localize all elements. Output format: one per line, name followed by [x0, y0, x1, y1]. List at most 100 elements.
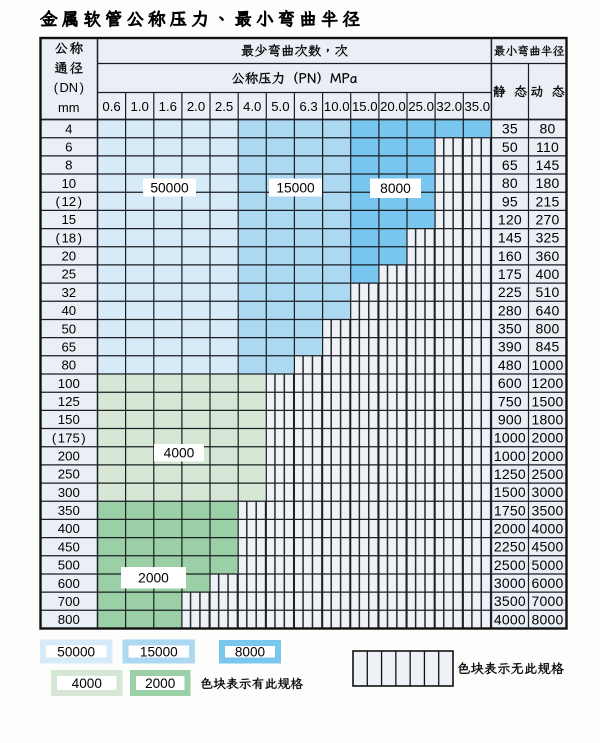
- svg-text:2500: 2500: [532, 466, 564, 482]
- svg-text:800: 800: [58, 612, 80, 627]
- svg-text:225: 225: [498, 284, 522, 300]
- svg-text:0.6: 0.6: [102, 99, 120, 114]
- svg-text:80: 80: [540, 121, 556, 137]
- svg-text:600: 600: [498, 375, 522, 391]
- svg-text:145: 145: [536, 157, 560, 173]
- svg-text:3000: 3000: [494, 575, 526, 591]
- svg-text:700: 700: [58, 594, 80, 609]
- svg-text:1200: 1200: [532, 375, 564, 391]
- svg-text:50: 50: [502, 139, 518, 155]
- svg-text:65: 65: [61, 339, 76, 354]
- svg-text:500: 500: [58, 558, 80, 573]
- svg-text:40: 40: [61, 303, 76, 318]
- svg-text:4000: 4000: [164, 446, 195, 461]
- svg-text:1500: 1500: [532, 393, 564, 409]
- svg-text:mm: mm: [58, 100, 79, 115]
- svg-text:80: 80: [61, 358, 76, 373]
- svg-text:(18): (18): [56, 230, 82, 245]
- svg-text:15.0: 15.0: [352, 99, 378, 114]
- svg-text:5.0: 5.0: [271, 99, 289, 114]
- svg-text:6: 6: [65, 140, 72, 155]
- svg-text:145: 145: [498, 230, 522, 246]
- svg-text:4000: 4000: [532, 521, 564, 537]
- svg-text:3500: 3500: [532, 502, 564, 518]
- svg-text:120: 120: [498, 212, 522, 228]
- svg-text:6.3: 6.3: [299, 99, 317, 114]
- svg-text:20: 20: [61, 249, 76, 264]
- svg-text:270: 270: [536, 212, 560, 228]
- svg-text:8000: 8000: [380, 181, 411, 196]
- svg-text:100: 100: [58, 376, 80, 391]
- svg-text:50000: 50000: [150, 180, 189, 195]
- svg-text:2.0: 2.0: [187, 99, 205, 114]
- svg-text:20.0: 20.0: [380, 99, 406, 114]
- svg-text:1.6: 1.6: [159, 99, 177, 114]
- svg-text:5000: 5000: [532, 557, 564, 573]
- svg-text:35: 35: [502, 121, 518, 137]
- svg-text:215: 215: [536, 193, 560, 209]
- svg-text:300: 300: [58, 485, 80, 500]
- svg-text:95: 95: [502, 193, 518, 209]
- svg-text:480: 480: [498, 357, 522, 373]
- svg-text:(12): (12): [56, 194, 82, 209]
- svg-text:15000: 15000: [140, 644, 178, 659]
- svg-text:8000: 8000: [235, 645, 266, 660]
- svg-text:1.0: 1.0: [131, 99, 149, 114]
- svg-text:510: 510: [536, 284, 560, 300]
- svg-text:250: 250: [58, 467, 80, 482]
- svg-text:3000: 3000: [532, 484, 564, 500]
- svg-text:400: 400: [536, 266, 560, 282]
- svg-text:15000: 15000: [276, 180, 315, 195]
- svg-text:150: 150: [58, 412, 80, 427]
- svg-text:350: 350: [498, 321, 522, 337]
- svg-text:25.0: 25.0: [408, 99, 434, 114]
- svg-text:50: 50: [61, 321, 76, 336]
- svg-text:1500: 1500: [494, 484, 526, 500]
- svg-text:180: 180: [536, 175, 560, 191]
- svg-text:125: 125: [58, 394, 80, 409]
- svg-text:390: 390: [498, 339, 522, 355]
- svg-text:4000: 4000: [494, 611, 526, 627]
- svg-text:845: 845: [536, 339, 560, 355]
- svg-text:8: 8: [65, 158, 72, 173]
- svg-text:2000: 2000: [494, 521, 526, 537]
- svg-text:6000: 6000: [532, 575, 564, 591]
- svg-text:2000: 2000: [532, 448, 564, 464]
- svg-text:32.0: 32.0: [436, 99, 462, 114]
- svg-text:450: 450: [58, 539, 80, 554]
- svg-text:2250: 2250: [494, 539, 526, 555]
- svg-text:640: 640: [536, 302, 560, 318]
- svg-text:200: 200: [58, 449, 80, 464]
- svg-text:2.5: 2.5: [215, 99, 233, 114]
- svg-text:10: 10: [61, 176, 76, 191]
- svg-text:2000: 2000: [138, 571, 169, 586]
- svg-text:4500: 4500: [532, 539, 564, 555]
- svg-text:1750: 1750: [494, 502, 526, 518]
- svg-text:(DN): (DN): [54, 80, 84, 95]
- svg-text:35.0: 35.0: [464, 99, 490, 114]
- svg-text:900: 900: [498, 411, 522, 427]
- svg-text:1000: 1000: [494, 448, 526, 464]
- svg-text:400: 400: [58, 521, 80, 536]
- svg-text:110: 110: [536, 139, 559, 155]
- svg-text:350: 350: [58, 503, 80, 518]
- svg-text:2000: 2000: [532, 430, 564, 446]
- svg-text:1250: 1250: [494, 466, 526, 482]
- svg-text:(175): (175): [52, 430, 86, 445]
- svg-text:3500: 3500: [494, 593, 526, 609]
- svg-text:7000: 7000: [532, 593, 564, 609]
- svg-text:600: 600: [58, 576, 80, 591]
- svg-text:10.0: 10.0: [324, 99, 350, 114]
- svg-text:1000: 1000: [494, 430, 526, 446]
- svg-text:15: 15: [61, 212, 76, 227]
- svg-text:4.0: 4.0: [243, 99, 261, 114]
- svg-text:1800: 1800: [532, 411, 564, 427]
- svg-text:280: 280: [498, 302, 522, 318]
- svg-text:4: 4: [65, 121, 72, 136]
- svg-text:80: 80: [502, 175, 518, 191]
- svg-text:2000: 2000: [145, 676, 176, 691]
- svg-text:160: 160: [498, 248, 522, 264]
- svg-text:50000: 50000: [57, 644, 95, 659]
- svg-text:4000: 4000: [72, 676, 103, 691]
- svg-text:25: 25: [61, 267, 76, 282]
